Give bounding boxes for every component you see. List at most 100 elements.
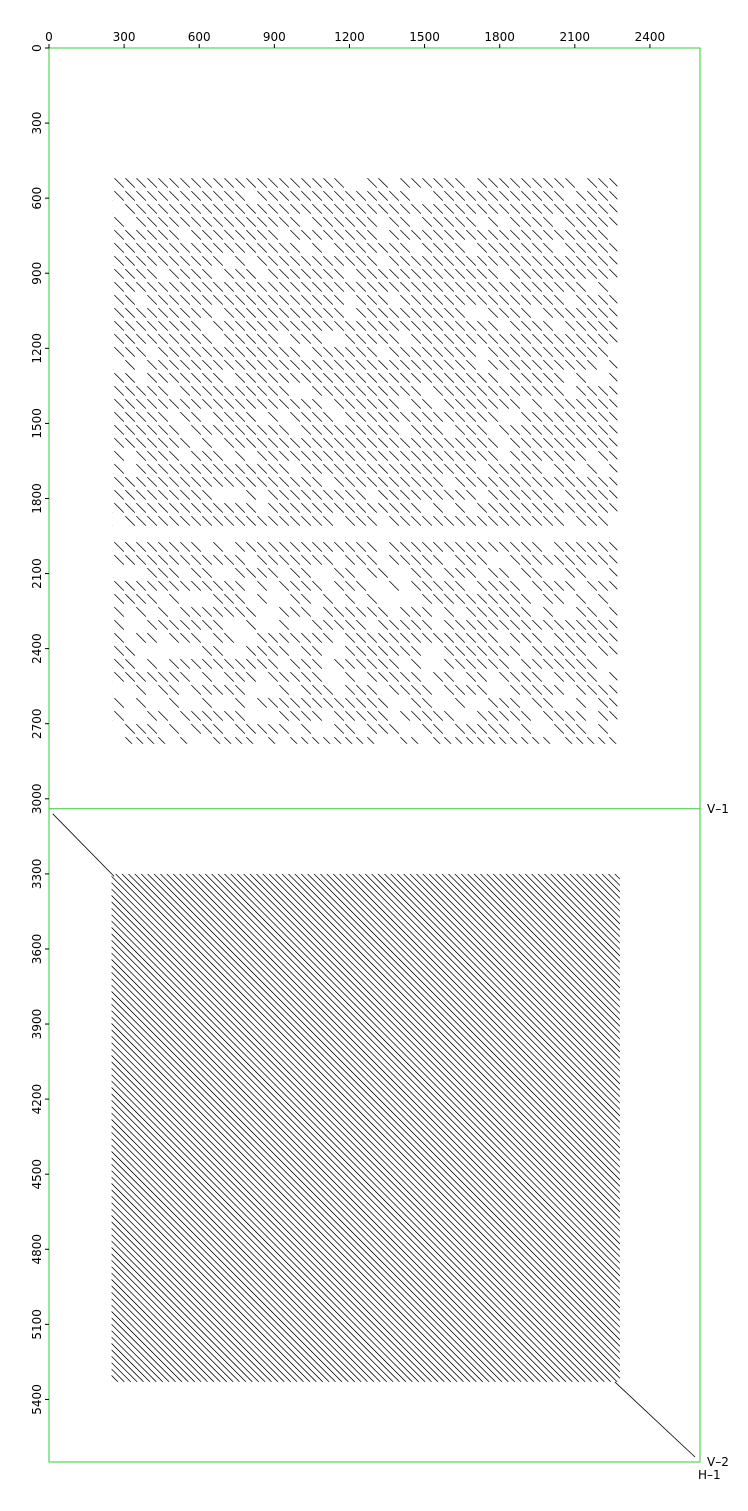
match-diagonal (111, 1029, 464, 1382)
match-segment (356, 424, 367, 435)
match-segment (312, 268, 323, 279)
match-diagonal (595, 873, 620, 899)
match-segment (290, 580, 301, 591)
match-segment (246, 320, 257, 331)
match-segment (323, 424, 334, 435)
match-segment (477, 268, 488, 279)
match-segment (169, 489, 180, 500)
match-segment (565, 242, 576, 253)
match-segment (587, 463, 598, 474)
match-segment (488, 359, 499, 370)
match-segment (323, 697, 334, 708)
match-segment (455, 619, 466, 630)
match-diagonal (111, 1003, 490, 1382)
match-segment (169, 255, 180, 266)
match-diagonal (505, 873, 620, 989)
match-segment (114, 242, 125, 253)
match-diagonal (111, 1086, 407, 1382)
match-segment (598, 307, 609, 318)
match-segment (598, 489, 609, 500)
match-segment (488, 723, 499, 734)
match-segment (191, 281, 202, 292)
match-segment (235, 671, 246, 682)
match-segment (554, 424, 565, 435)
match-segment (323, 385, 334, 396)
match-segment (433, 178, 444, 188)
match-segment (510, 463, 521, 474)
match-segment (477, 554, 488, 565)
match-segment (378, 372, 389, 383)
match-segment (576, 567, 587, 578)
match-segment (565, 619, 576, 630)
match-diagonal (473, 873, 620, 1021)
match-segment (598, 723, 609, 734)
match-segment (312, 411, 323, 422)
match-segment (180, 320, 191, 331)
match-diagonal (111, 1125, 368, 1382)
match-segment (411, 294, 422, 305)
match-segment (257, 476, 268, 487)
match-segment (477, 190, 488, 201)
match-segment (147, 463, 158, 474)
match-segment (367, 515, 378, 526)
match-segment (587, 333, 598, 344)
match-diagonal (111, 894, 599, 1382)
match-segment (224, 554, 235, 565)
match-segment (147, 450, 158, 461)
match-segment (477, 723, 488, 734)
match-segment (576, 489, 587, 500)
match-segment (191, 346, 202, 357)
match-segment (114, 593, 125, 604)
match-segment (257, 385, 268, 396)
match-diagonal (524, 873, 620, 970)
match-segment (290, 320, 301, 331)
match-segment (521, 178, 532, 188)
match-segment (598, 736, 606, 744)
match-segment (422, 216, 433, 227)
match-segment (345, 632, 356, 643)
match-segment (532, 268, 543, 279)
match-segment (279, 320, 290, 331)
match-segment (290, 606, 301, 617)
match-segment (224, 502, 235, 513)
match-segment (576, 632, 587, 643)
match-segment (268, 697, 279, 708)
match-segment (400, 554, 411, 565)
match-segment (312, 736, 320, 744)
match-segment (112, 564, 114, 565)
match-segment (378, 294, 389, 305)
match-segment (400, 476, 411, 487)
match-segment (268, 307, 279, 318)
match-segment (202, 190, 213, 201)
match-segment (543, 268, 554, 279)
match-segment (312, 502, 323, 513)
match-segment (235, 307, 246, 318)
match-segment (389, 359, 400, 370)
match-segment (356, 658, 367, 669)
match-segment (455, 268, 466, 279)
match-segment (268, 281, 279, 292)
match-segment (114, 333, 125, 344)
match-segment (499, 294, 510, 305)
match-segment (202, 723, 213, 734)
match-segment (213, 502, 224, 513)
match-segment (301, 632, 312, 643)
match-segment (235, 281, 246, 292)
match-diagonal (111, 1368, 125, 1382)
match-segment (554, 450, 565, 461)
match-segment (114, 437, 125, 448)
y-tick-label: 4800 (30, 1234, 44, 1265)
match-segment (367, 632, 378, 643)
match-segment (334, 346, 345, 357)
match-segment (213, 710, 224, 721)
match-diagonal (111, 1240, 253, 1382)
match-segment (257, 307, 268, 318)
match-segment (125, 307, 136, 318)
match-segment (125, 723, 136, 734)
match-segment (114, 554, 125, 565)
match-segment (433, 346, 444, 357)
match-segment (268, 346, 279, 357)
match-segment (125, 385, 136, 396)
match-segment (114, 281, 125, 292)
match-segment (477, 580, 488, 591)
